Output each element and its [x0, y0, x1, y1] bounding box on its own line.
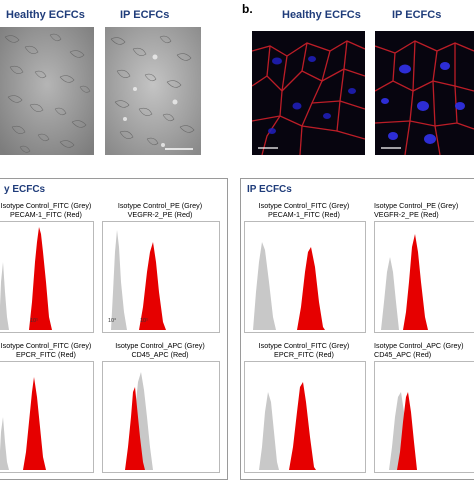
- ip-section-title: IP ECFCs: [247, 184, 292, 195]
- histogram-title-line2: VEGFR-2_PE (Red): [374, 210, 439, 219]
- tick-label: 10°: [108, 318, 117, 324]
- histogram-title-line1: Isotype Control_FITC (Grey): [0, 341, 92, 350]
- marker-histogram: [29, 227, 52, 330]
- micrograph-ip-brightfield: [105, 27, 201, 155]
- label-ip-brightfield: IP ECFCs: [120, 9, 170, 21]
- panel-b-letter: b.: [242, 2, 253, 16]
- isotype-histogram: [111, 230, 127, 330]
- histogram-plot: [389, 392, 417, 470]
- marker-histogram: [397, 392, 417, 470]
- histogram-plot: [0, 377, 46, 470]
- micrograph-healthy-brightfield: [0, 27, 94, 155]
- healthy-section-title: y ECFCs: [4, 184, 46, 195]
- histogram-title-line1: Isotype Control_FITC (Grey): [258, 201, 350, 210]
- histogram-ip-vegfr2: [374, 221, 474, 333]
- histogram-healthy-pecam1: [0, 221, 94, 333]
- histogram-title-line2: EPCR_FITC (Red): [16, 350, 76, 359]
- label-healthy-brightfield: Healthy ECFCs: [6, 9, 85, 21]
- micrograph-healthy-fluorescence: [252, 31, 365, 155]
- marker-histogram: [289, 382, 316, 470]
- histogram-healthy-vegfr2: [102, 221, 220, 333]
- histogram-title-line1: Isotype Control_FITC (Grey): [258, 341, 350, 350]
- label-healthy-fluorescence: Healthy ECFCs: [282, 9, 361, 21]
- histogram-title-line1: Isotype Control_FITC (Grey): [0, 201, 92, 210]
- histogram-title-line2: CD45_APC (Red): [131, 350, 189, 359]
- histogram-title-line2: EPCR_FITC (Red): [274, 350, 334, 359]
- marker-histogram: [139, 242, 166, 330]
- histogram-plot: [381, 234, 428, 330]
- histogram-plot: [0, 227, 52, 330]
- micrograph-ip-fluorescence: [375, 31, 474, 155]
- histogram-healthy-cd45: [102, 361, 220, 473]
- histogram-title-line2: CD45_APC (Red): [374, 350, 432, 359]
- histogram-title-line1: Isotype Control_PE (Grey): [117, 201, 203, 210]
- histogram-title-line2: VEGFR-2_PE (Red): [127, 210, 193, 219]
- tick-label: 10¹: [30, 318, 38, 324]
- histogram-title-line1: Isotype Control_PE (Grey): [374, 201, 459, 210]
- histogram-plot: [259, 382, 316, 470]
- label-ip-fluorescence: IP ECFCs: [392, 9, 442, 21]
- isotype-histogram: [381, 257, 399, 330]
- marker-histogram: [125, 387, 145, 470]
- histogram-ip-pecam1: [244, 221, 366, 333]
- histogram-title-line2: PECAM-1_FITC (Red): [10, 210, 82, 219]
- histogram-title-line2: PECAM-1_FITC (Red): [268, 210, 340, 219]
- tick-label: 10¹: [140, 318, 148, 324]
- histogram-ip-epcr: [244, 361, 366, 473]
- marker-histogram: [23, 377, 46, 470]
- histogram-ip-cd45: [374, 361, 474, 473]
- marker-histogram: [297, 247, 325, 330]
- isotype-histogram: [259, 392, 279, 470]
- histogram-title-line1: Isotype Control_APC (Grey): [115, 341, 205, 350]
- histogram-healthy-epcr: [0, 361, 94, 473]
- isotype-histogram: [0, 262, 9, 330]
- histogram-plot: [253, 242, 325, 330]
- marker-histogram: [403, 234, 428, 330]
- isotype-histogram: [253, 242, 276, 330]
- histogram-plot: [125, 372, 153, 470]
- histogram-plot: [111, 230, 166, 330]
- histogram-title-line1: Isotype Control_APC (Grey): [374, 341, 464, 350]
- isotype-histogram: [0, 417, 9, 470]
